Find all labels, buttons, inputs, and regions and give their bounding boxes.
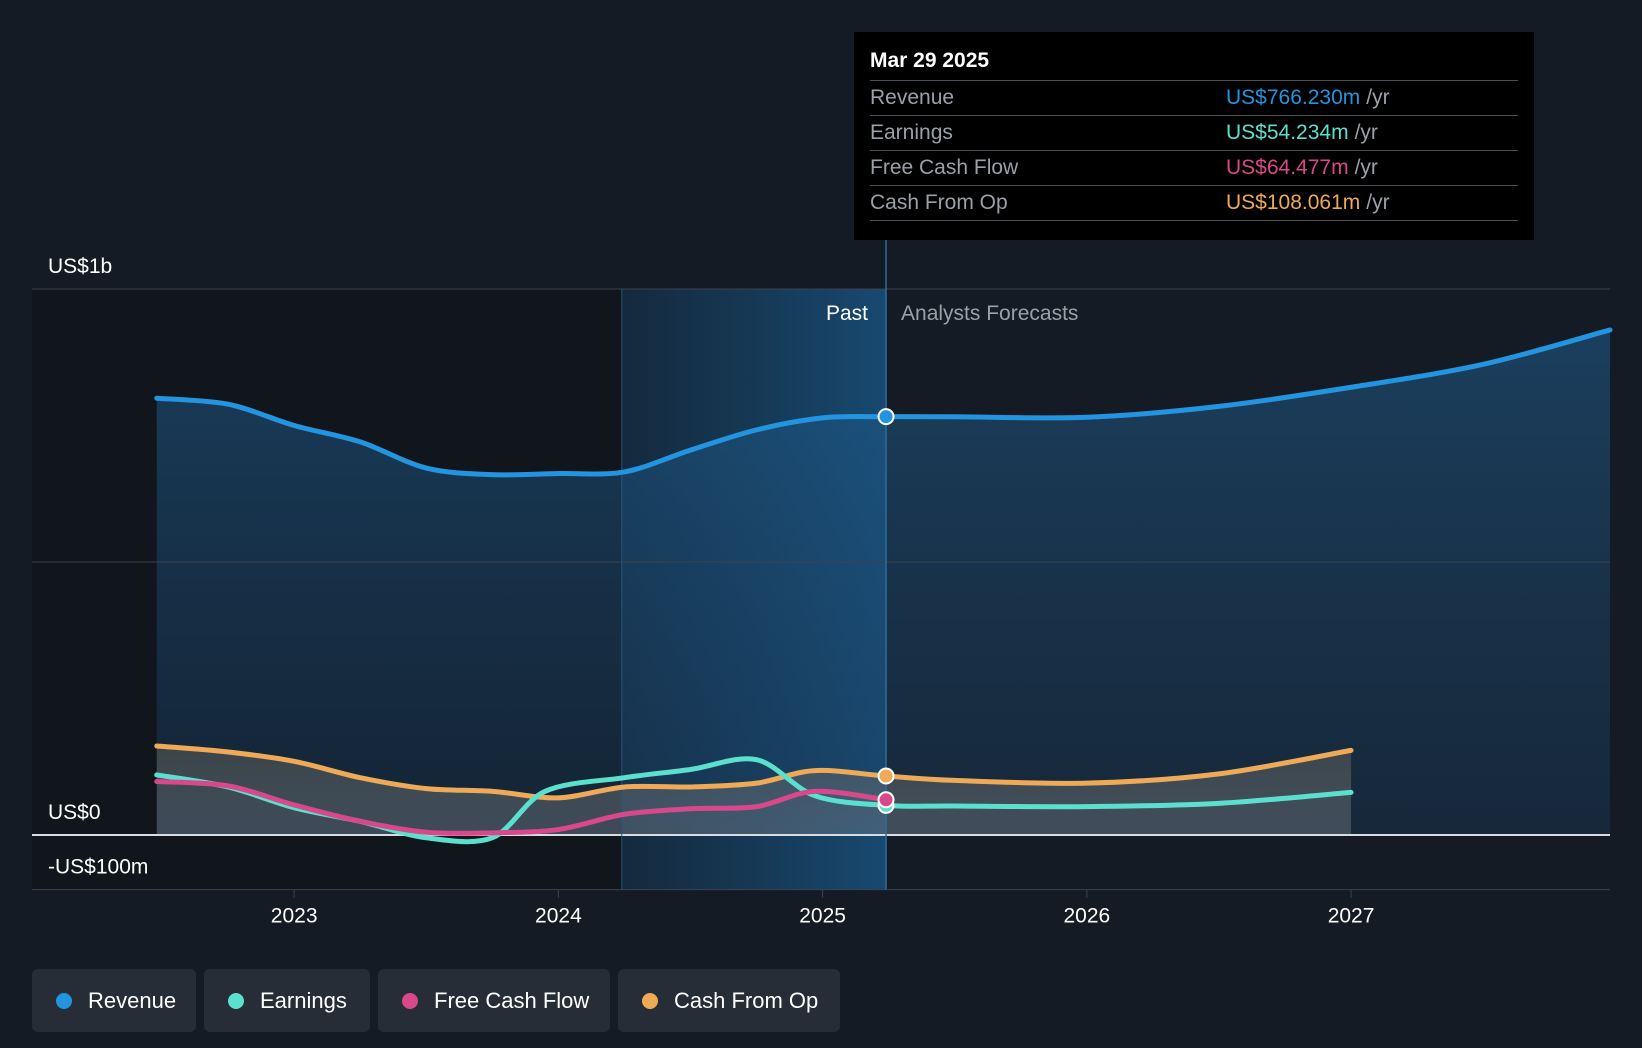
tooltip-value-wrap: US$108.061m/yr <box>1226 186 1390 220</box>
past-label: Past <box>826 302 868 325</box>
legend-item-free-cash-flow[interactable]: Free Cash Flow <box>378 969 610 1032</box>
y-tick-label: US$1b <box>48 255 112 278</box>
legend-item-revenue[interactable]: Revenue <box>32 969 196 1032</box>
tooltip: Mar 29 2025 Revenue US$766.230m/yr Earni… <box>854 32 1534 240</box>
tooltip-unit: /yr <box>1354 121 1378 144</box>
revenue-dot-icon <box>56 992 72 1009</box>
tooltip-label: Earnings <box>870 121 953 144</box>
tooltip-unit: /yr <box>1354 156 1378 179</box>
tooltip-value-wrap: US$54.234m/yr <box>1226 116 1378 150</box>
x-tick-label: 2024 <box>535 905 582 928</box>
tooltip-value: US$766.230m <box>1226 86 1361 109</box>
legend-label: Free Cash Flow <box>434 987 590 1013</box>
forecast-label: Analysts Forecasts <box>901 302 1078 325</box>
free-cash-flow-marker <box>877 791 895 809</box>
tooltip-row-cash-from-op: Cash From Op US$108.061m/yr <box>870 186 1518 221</box>
tooltip-label: Cash From Op <box>870 191 1008 214</box>
tooltip-value: US$54.234m <box>1226 121 1349 144</box>
tooltip-row-earnings: Earnings US$54.234m/yr <box>870 116 1518 151</box>
cash-from-op-line <box>154 743 1354 801</box>
x-tick-label: 2025 <box>799 905 846 928</box>
legend-label: Cash From Op <box>674 987 819 1013</box>
tooltip-value: US$64.477m <box>1226 156 1349 179</box>
revenue-line <box>154 327 1613 478</box>
legend-label: Revenue <box>88 987 177 1013</box>
x-tick-label: 2026 <box>1063 905 1110 928</box>
tooltip-unit: /yr <box>1366 191 1390 214</box>
x-tick-label: 2023 <box>271 905 318 928</box>
revenue-area <box>156 329 1611 835</box>
cash-from-op-dot-icon <box>642 992 658 1009</box>
y-tick-label: -US$100m <box>48 856 148 879</box>
cash-from-op-area <box>156 746 1352 835</box>
earnings-dot-icon <box>228 992 244 1009</box>
cash-from-op-marker <box>877 767 895 785</box>
tooltip-unit: /yr <box>1366 86 1390 109</box>
legend-item-cash-from-op[interactable]: Cash From Op <box>618 969 840 1032</box>
free-cash-flow-dot-icon <box>402 992 418 1009</box>
tooltip-value-wrap: US$766.230m/yr <box>1226 81 1390 115</box>
tooltip-label: Revenue <box>870 86 955 109</box>
tooltip-date: Mar 29 2025 <box>870 46 1518 81</box>
tooltip-value: US$108.061m <box>1226 191 1361 214</box>
revenue-marker <box>877 408 895 426</box>
legend-item-earnings[interactable]: Earnings <box>204 969 370 1032</box>
tooltip-row-revenue: Revenue US$766.230m/yr <box>870 81 1518 116</box>
x-tick-label: 2027 <box>1328 905 1375 928</box>
tooltip-label: Free Cash Flow <box>870 156 1019 179</box>
tooltip-value-wrap: US$64.477m/yr <box>1226 151 1378 185</box>
tooltip-row-free-cash-flow: Free Cash Flow US$64.477m/yr <box>870 151 1518 186</box>
y-tick-label: US$0 <box>48 801 101 824</box>
legend-label: Earnings <box>260 987 347 1013</box>
free-cash-flow-line <box>154 778 889 836</box>
